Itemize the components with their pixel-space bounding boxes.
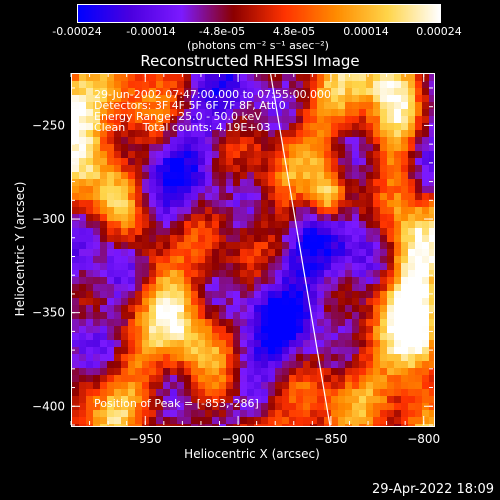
x-axis-label: Heliocentric X (arcsec) — [184, 447, 320, 461]
y-axis-label: Heliocentric Y (arcsec) — [13, 182, 27, 317]
colorbar-tick-4: 4.8e-05 — [272, 25, 316, 38]
colorbar-tick-5: 0.00014 — [343, 25, 389, 38]
x-tick-label: −950 — [129, 432, 162, 446]
colorbar-tick-1: -0.00024 — [52, 25, 102, 38]
solar-limb-line — [270, 74, 331, 426]
colorbar-tick-6: 0.00024 — [416, 25, 462, 38]
y-tick-label: −250 — [32, 118, 65, 132]
plot-overlay — [270, 74, 331, 426]
colorbar-units: (photons cm⁻² s⁻¹ asec⁻²) — [187, 39, 329, 52]
annotation-time-range: 29-Jun-2002 07:47:00.000 to 07:55:00.000 — [94, 88, 332, 101]
heatmap-image — [72, 74, 434, 426]
x-tick-label: −800 — [407, 432, 440, 446]
plot-area: 29-Jun-2002 07:47:00.000 to 07:55:00.000… — [71, 73, 435, 427]
timestamp: 29-Apr-2022 18:09 — [372, 482, 494, 497]
annotation-clean-counts: Clean Total counts: 4.19E+03 — [94, 121, 271, 134]
colorbar — [77, 4, 441, 23]
y-tick-label: −400 — [32, 399, 65, 413]
y-tick-label: −350 — [32, 306, 65, 320]
colorbar-tick-3: -4.8e-05 — [198, 25, 246, 38]
annotation-energy-range: Energy Range: 25.0 - 50.0 keV — [94, 110, 262, 123]
annotation-peak-position: Position of Peak = [-853,-286] — [94, 397, 259, 410]
x-tick-label: −850 — [314, 432, 347, 446]
colorbar-tick-2: -0.00014 — [126, 25, 176, 38]
y-tick-label: −300 — [32, 212, 65, 226]
x-tick-label: −900 — [222, 432, 255, 446]
colorbar-gradient — [78, 5, 440, 22]
annotation-detectors: Detectors: 3F 4F 5F 6F 7F 8F, Att 0 — [94, 99, 286, 112]
chart-title: Reconstructed RHESSI Image — [140, 52, 360, 70]
